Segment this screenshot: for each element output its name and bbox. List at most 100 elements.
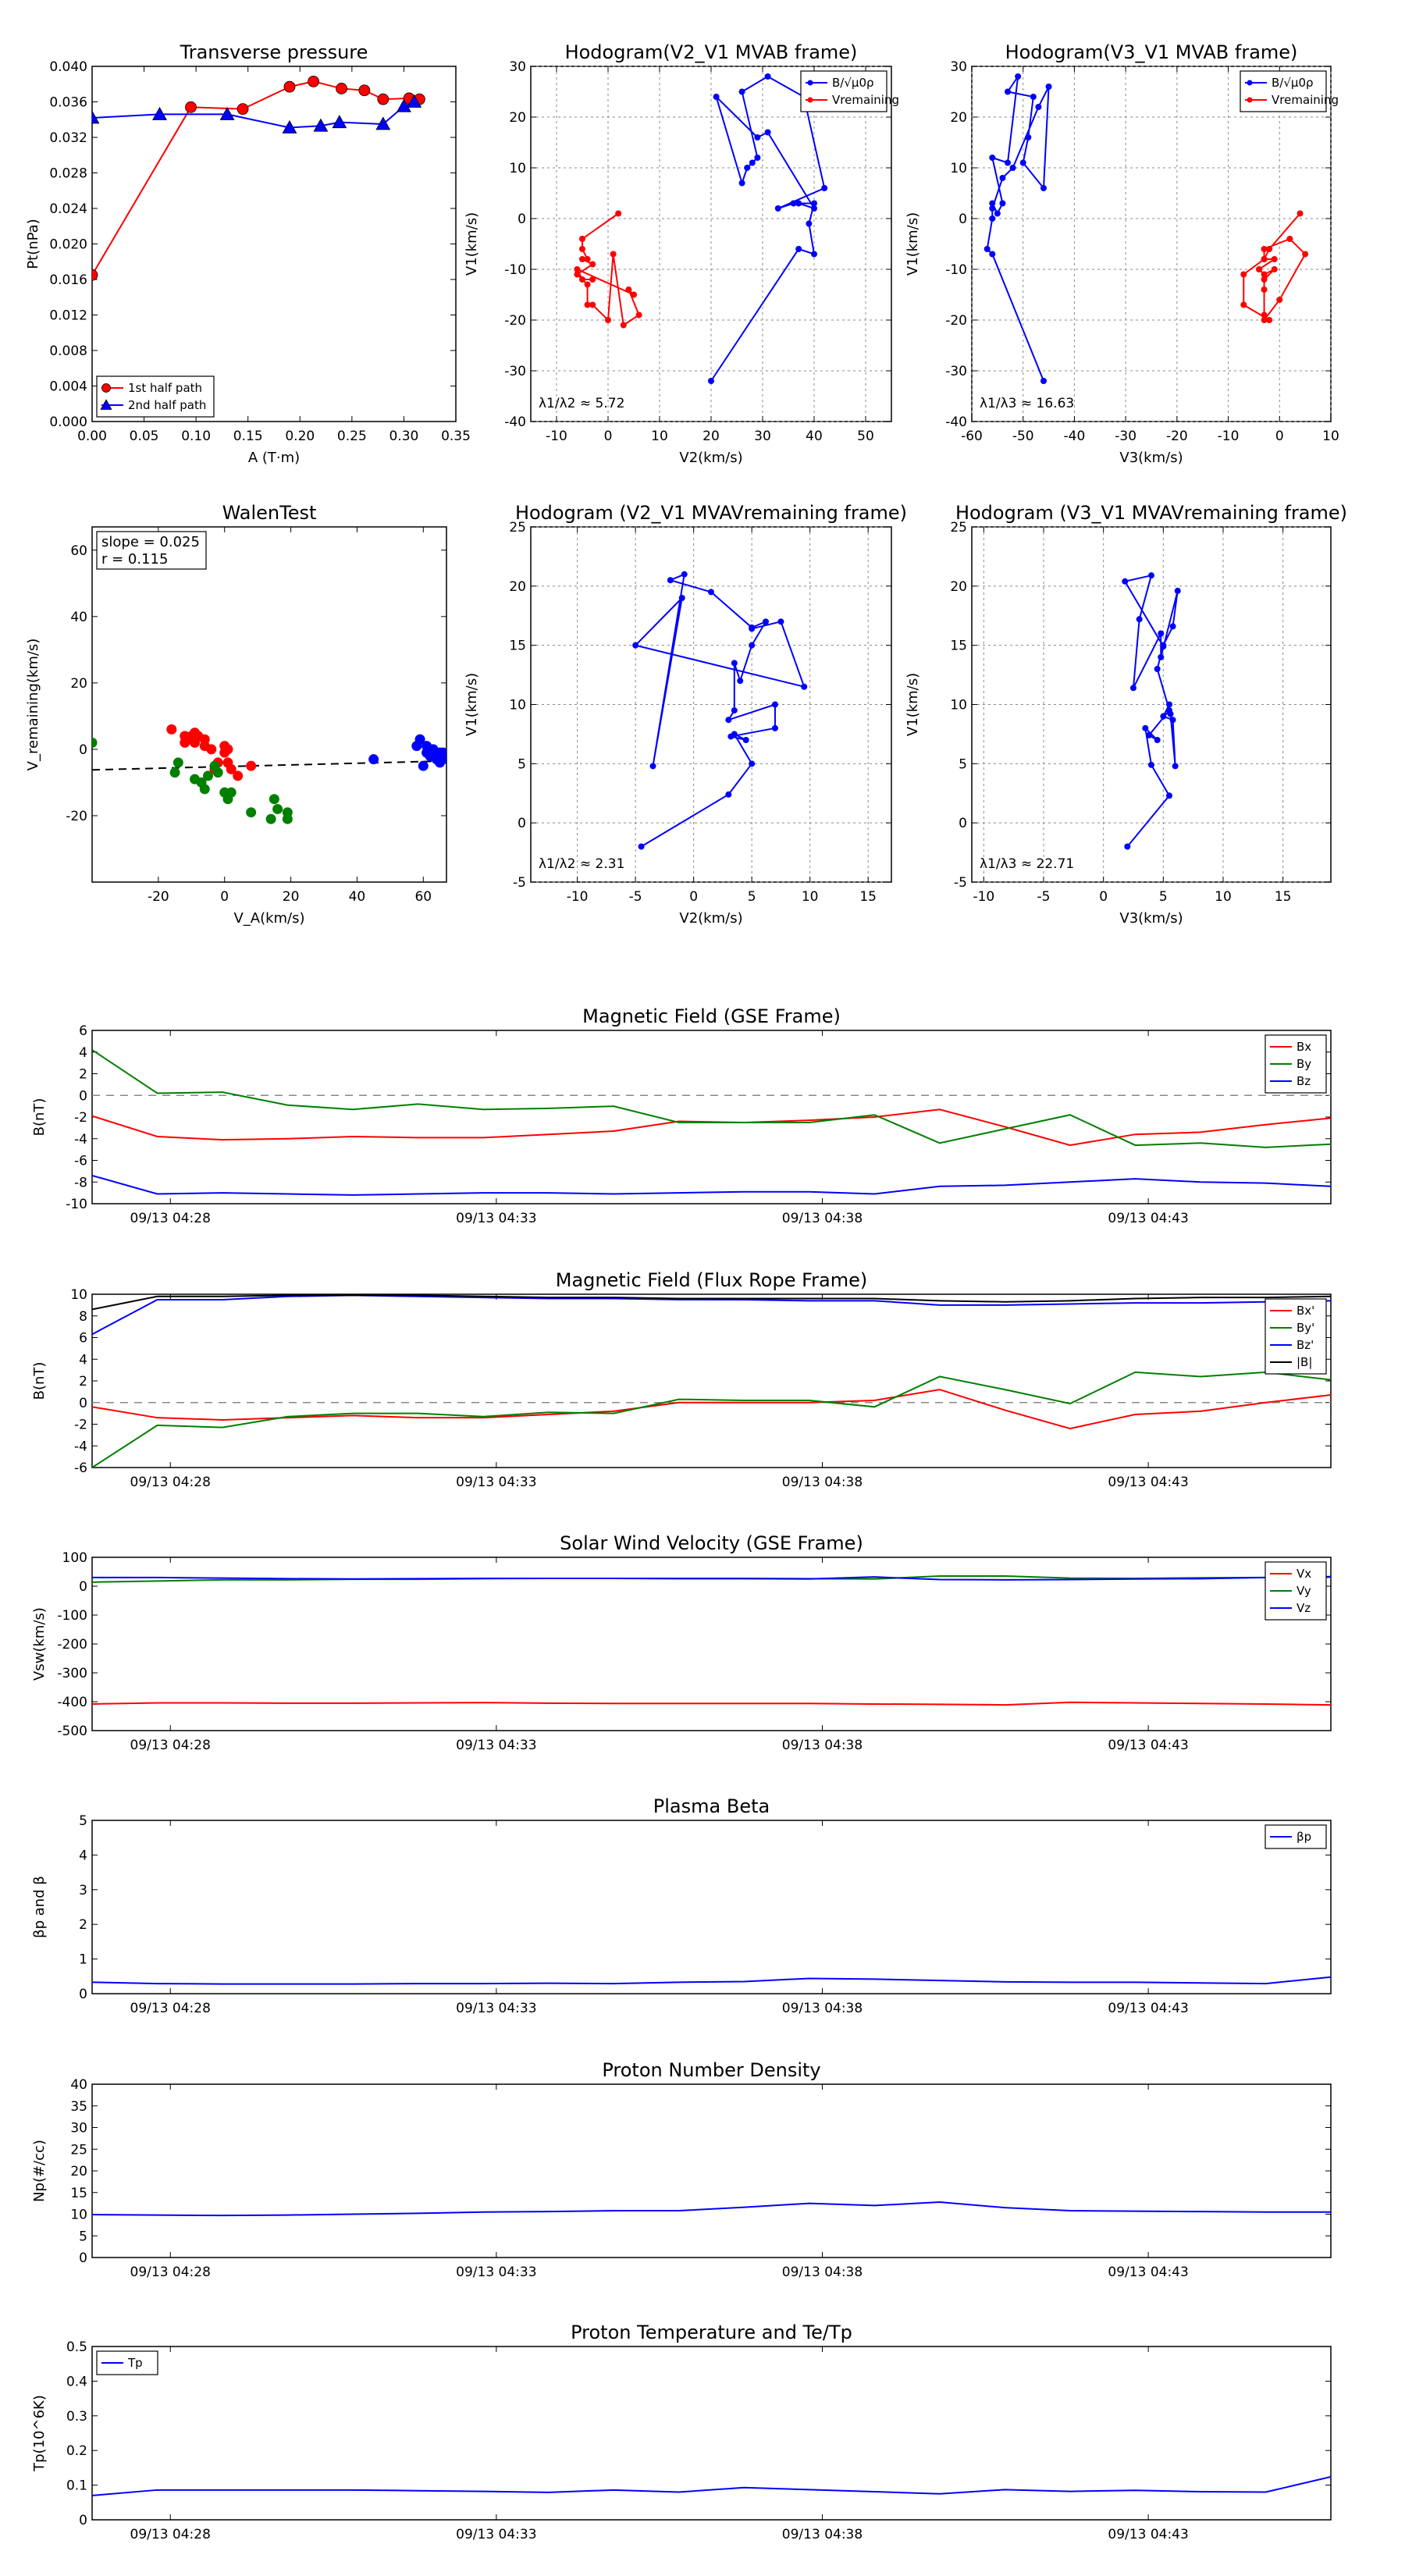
series-line — [92, 1701, 1331, 1706]
data-point — [336, 83, 347, 94]
x-tick-label: -60 — [961, 429, 983, 444]
data-point — [206, 744, 217, 755]
x-tick-label: 09/13 04:28 — [130, 1738, 211, 1753]
x-tick-label: -20 — [148, 889, 169, 905]
series-line — [92, 2201, 1331, 2217]
data-point — [999, 175, 1006, 181]
x-tick-label: 20 — [702, 429, 720, 444]
y-tick-label: -500 — [57, 1724, 87, 1739]
y-tick-label: -20 — [504, 313, 526, 329]
y-tick-label: -10 — [945, 262, 967, 278]
y-tick-label: 0.024 — [49, 201, 87, 217]
series-bz — [92, 1174, 1331, 1196]
data-point — [1005, 88, 1011, 95]
data-point — [265, 813, 276, 824]
y-tick-label: -2 — [74, 1418, 87, 1433]
y-tick-label: 5 — [79, 1813, 87, 1829]
data-point — [282, 813, 293, 824]
legend-label: B/√μ0ρ — [1272, 76, 1314, 90]
y-tick-label: 0.1 — [66, 2478, 87, 2494]
y-tick-label: -10 — [66, 1197, 87, 1212]
data-point — [574, 271, 581, 278]
data-point — [1015, 73, 1022, 80]
data-point — [589, 276, 596, 283]
x-tick-label: 09/13 04:43 — [1108, 2001, 1188, 2016]
chart-title: Hodogram (V2_V1 MVAVremaining frame) — [515, 502, 907, 524]
plot-frame — [91, 66, 457, 422]
data-point — [1035, 104, 1042, 110]
x-tick-label: -40 — [1064, 429, 1086, 444]
data-point — [396, 98, 411, 112]
y-tick-label: 0 — [518, 816, 526, 831]
data-point — [283, 80, 296, 93]
y-tick-label: 5 — [79, 2229, 87, 2244]
data-point — [1142, 724, 1149, 731]
legend-marker — [1247, 80, 1253, 86]
data-point — [678, 595, 685, 601]
legend-label: Bx — [1297, 1040, 1311, 1054]
data-point — [1148, 572, 1154, 579]
data-point — [989, 155, 996, 161]
y-tick-label: 8 — [79, 1309, 87, 1325]
y-tick-label: 20 — [70, 676, 87, 692]
x-tick-label: 09/13 04:43 — [1108, 1738, 1188, 1753]
y-tick-label: 20 — [950, 110, 967, 126]
data-point — [764, 129, 771, 136]
legend: βp — [1264, 1824, 1327, 1849]
y-tick-label: -40 — [504, 415, 526, 430]
x-tick-label: 09/13 04:33 — [456, 1738, 536, 1753]
series-0 — [632, 571, 808, 850]
legend: B/√μ0ρ Vremaining — [800, 70, 899, 112]
series-line — [92, 1294, 1331, 1336]
x-tick-label: 09/13 04:38 — [782, 1211, 863, 1226]
chart-h2: Hodogram(V3_V1 MVAB frame) -40 -30 -20 -10 0 1… — [905, 41, 1339, 466]
x-tick-label: 20 — [283, 889, 300, 905]
y-tick-label: -200 — [57, 1637, 87, 1653]
data-point — [1276, 297, 1283, 303]
x-tick-label: 09/13 04:43 — [1108, 1211, 1188, 1226]
y-tick-label: -6 — [74, 1461, 87, 1476]
data-point — [579, 236, 585, 242]
x-tick-label: 09/13 04:28 — [130, 2265, 211, 2280]
data-point — [708, 378, 714, 384]
data-point — [795, 246, 802, 252]
x-tick-label: -5 — [1037, 889, 1051, 905]
series-bz- — [92, 1294, 1331, 1336]
data-point — [725, 791, 732, 798]
y-tick-label: 20 — [950, 579, 967, 595]
legend: B/√μ0ρ Vremaining — [1240, 70, 1339, 112]
x-tick-label: 10 — [651, 429, 668, 444]
x-tick-label: 09/13 04:43 — [1108, 2265, 1188, 2280]
chart-ts6: Proton Temperature and Te/Tp 0 0.1 0.2 0.3 0.… — [31, 2322, 1332, 2542]
data-point — [1172, 763, 1179, 770]
data-point — [811, 251, 817, 258]
x-tick-label: 09/13 04:43 — [1108, 2527, 1188, 2542]
legend-label: By — [1297, 1057, 1311, 1071]
y-tick-label: 40 — [70, 2077, 87, 2093]
y-axis-label: V1(km/s) — [905, 673, 921, 736]
x-tick-label: 09/13 04:38 — [782, 2527, 863, 2542]
data-point — [438, 747, 446, 758]
y-tick-label: 0 — [79, 1396, 87, 1411]
data-point — [584, 301, 591, 308]
data-point — [811, 200, 817, 207]
data-point — [246, 760, 257, 771]
data-point — [375, 116, 391, 130]
annotation-text: r = 0.115 — [101, 551, 168, 568]
x-tick-label: 5 — [1159, 889, 1168, 905]
data-point — [584, 256, 591, 262]
x-axis-label: V2(km/s) — [679, 450, 742, 466]
y-tick-label: 0.020 — [49, 237, 87, 253]
data-point — [233, 770, 244, 781]
series--b- — [92, 1294, 1331, 1311]
data-point — [649, 763, 656, 770]
series-green-group — [92, 737, 293, 824]
chart-ts2: Magnetic Field (Flux Rope Frame) -6 -4 -2 0 2… — [31, 1269, 1332, 1490]
y-tick-label: -4 — [74, 1132, 87, 1147]
data-point — [92, 269, 98, 281]
data-point — [1261, 256, 1268, 262]
legend-label: By' — [1297, 1321, 1314, 1335]
data-point — [1019, 159, 1026, 166]
data-point — [584, 281, 591, 288]
y-tick-label: 0.036 — [49, 95, 87, 111]
